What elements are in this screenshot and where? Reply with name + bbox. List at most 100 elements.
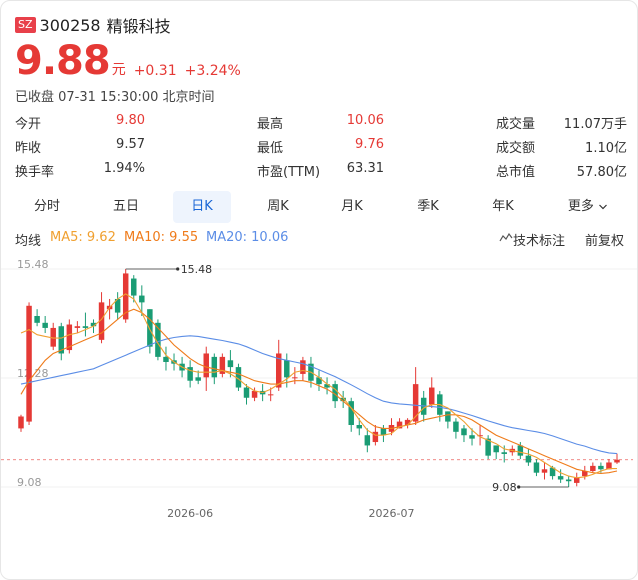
candle (267, 394, 274, 396)
stat-value: 1.94% (103, 161, 145, 176)
current-price: 9.88 (15, 38, 111, 84)
candle (364, 435, 371, 446)
candle (26, 305, 32, 422)
candle (541, 469, 548, 473)
candle (606, 462, 612, 470)
ma5-line (20, 293, 617, 479)
candle (316, 377, 322, 385)
candle (493, 445, 499, 453)
candle (195, 377, 201, 381)
stats-grid: 今开 9.80 最高 10.06 成交量 11.07万手 昨收 9.57 最低 … (15, 113, 627, 185)
high-marker-dot (176, 267, 180, 271)
candle (501, 452, 507, 454)
tab-monthly-k[interactable]: 月K (341, 199, 363, 214)
candle (114, 298, 121, 313)
stock-code: 300258 (39, 15, 101, 35)
candle (533, 462, 540, 473)
stat-label: 今开 (15, 117, 42, 132)
low-marker-dot (517, 485, 521, 489)
candle (453, 421, 459, 432)
candle (340, 397, 346, 402)
stat-value: 1.10亿 (585, 141, 627, 156)
candle (372, 431, 379, 443)
candle (34, 316, 40, 323)
stat-label: 总市值 (496, 165, 536, 180)
stats-row: 昨收 9.57 最低 9.76 成交额 1.10亿 (15, 137, 627, 161)
stat-label: 最低 (257, 141, 284, 156)
tech-indicator-toggle[interactable]: 技术标注 (499, 230, 565, 249)
candle (42, 322, 48, 328)
candle (590, 465, 596, 471)
low-label: 9.08 (492, 481, 517, 494)
ma-legend: 均线 MA5: 9.62 MA10: 9.55 MA20: 10.06 技术标注… (15, 230, 627, 249)
stat-label: 成交额 (496, 141, 536, 156)
candle (598, 465, 604, 470)
candle (332, 384, 338, 402)
indicator-icon (499, 232, 513, 241)
candle (203, 353, 209, 378)
candle (58, 326, 65, 354)
candle (557, 476, 564, 480)
candlestick-chart[interactable]: 15.48 12.28 9.08 15.48 9.08 2026-06 2026-07 (1, 251, 638, 526)
candle (582, 470, 588, 477)
candle (485, 438, 491, 456)
stat-value: 9.80 (116, 113, 145, 128)
ma10-value: MA10: 9.55 (124, 230, 199, 245)
candle (396, 421, 403, 429)
candle (284, 360, 290, 378)
x-tick-label: 2026-06 (167, 507, 213, 520)
tab-quarterly-k[interactable]: 季K (417, 199, 439, 214)
candle (461, 428, 467, 436)
tab-more-label: 更多 (567, 199, 594, 214)
candle (356, 425, 363, 429)
stats-row: 换手率 1.94% 市盈(TTM) 63.31 总市值 57.80亿 (15, 161, 627, 185)
period-tabs: 分时 五日 日K 周K 月K 季K 年K 更多 (13, 191, 627, 223)
stat-value: 9.76 (355, 137, 384, 152)
candle (131, 278, 137, 296)
candle (380, 428, 387, 436)
candle (219, 356, 226, 374)
candle (227, 360, 234, 368)
candle (469, 435, 475, 439)
tab-more[interactable]: 更多 (553, 191, 623, 223)
candle (66, 324, 73, 351)
candle (18, 416, 24, 429)
candle (155, 322, 161, 357)
candle (275, 353, 282, 388)
ma5-value: MA5: 9.62 (50, 230, 116, 245)
stat-label: 换手率 (15, 165, 55, 180)
candle (163, 356, 169, 362)
candle (74, 326, 81, 328)
price-change: +0.31 (133, 63, 177, 79)
candle (324, 384, 330, 388)
candle (211, 356, 218, 378)
ma20-value: MA20: 10.06 (206, 230, 289, 245)
ma10-line (20, 308, 618, 474)
adjust-select[interactable]: 前复权 (585, 234, 625, 249)
stat-label: 市盈(TTM) (257, 165, 321, 180)
candle (614, 459, 620, 463)
candle (292, 377, 298, 379)
tab-daily-k[interactable]: 日K (173, 191, 231, 223)
candle (235, 367, 242, 388)
tab-intraday[interactable]: 分时 (33, 199, 60, 214)
price-change-pct: +3.24% (184, 63, 241, 79)
stat-value: 11.07万手 (563, 117, 627, 132)
candle (300, 360, 306, 374)
market-badge: SZ (15, 17, 36, 33)
tab-yearly-k[interactable]: 年K (492, 199, 514, 214)
y-tick-label: 12.28 (17, 367, 49, 380)
candle (50, 327, 56, 347)
candle (429, 387, 435, 405)
candle (404, 419, 411, 426)
candle (477, 435, 483, 437)
price-row: 9.88 元 +0.31 +3.24% (15, 39, 241, 83)
tab-weekly-k[interactable]: 周K (267, 199, 289, 214)
stat-value: 57.80亿 (576, 165, 627, 180)
tab-five-day[interactable]: 五日 (112, 199, 139, 214)
stock-name: 精锻科技 (106, 17, 171, 36)
candle (348, 401, 354, 426)
stat-label: 成交量 (496, 117, 536, 132)
ma20-line (20, 335, 618, 455)
